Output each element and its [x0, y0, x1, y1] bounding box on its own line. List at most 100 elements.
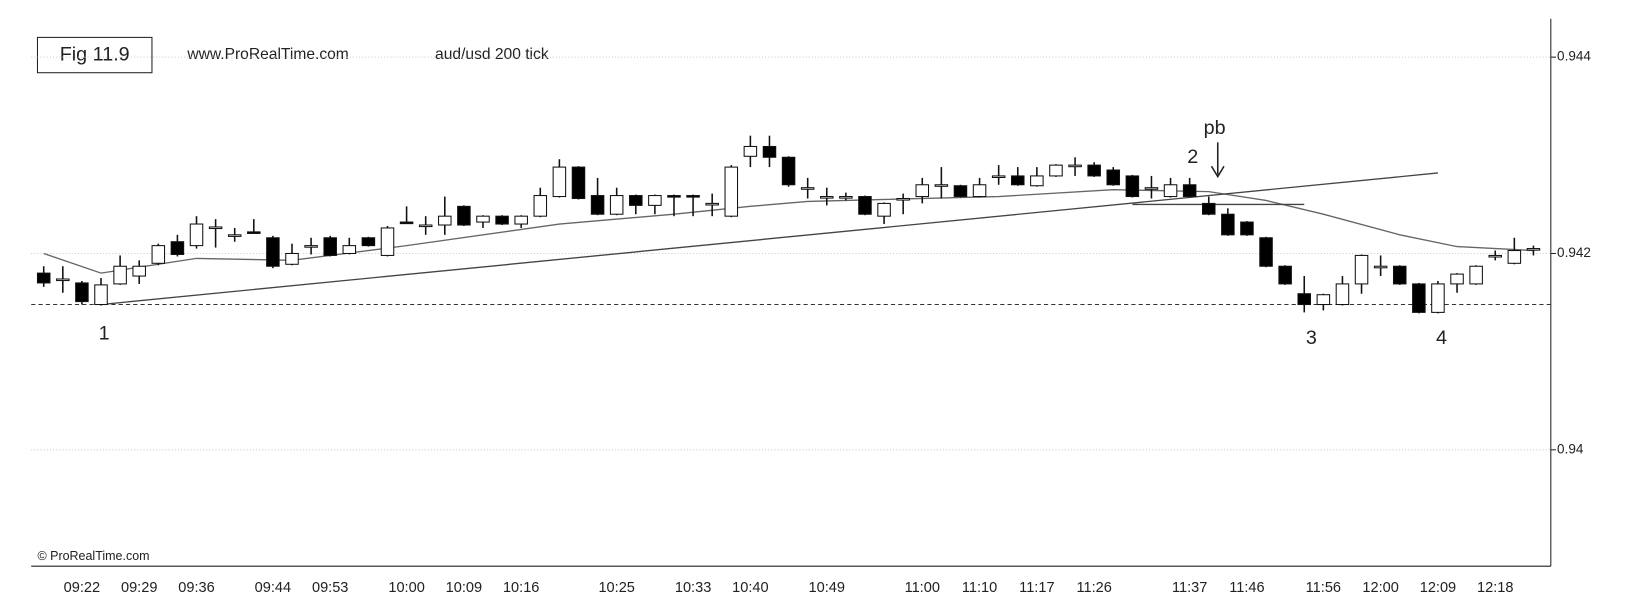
x-tick-label: 10:40 [732, 580, 768, 596]
x-tick-label: 11:56 [1306, 580, 1341, 596]
x-tick-label: 11:17 [1019, 580, 1054, 596]
candle-body [227, 234, 242, 237]
candle-body [94, 284, 108, 306]
candle-body [342, 245, 357, 254]
annotation: 2 [1187, 146, 1198, 168]
candle-body [399, 221, 414, 225]
candle-body [762, 145, 777, 158]
x-tick-label: 10:49 [809, 580, 845, 596]
candle-body [495, 215, 509, 225]
candle-body [1488, 254, 1503, 258]
candle-body [247, 231, 261, 234]
candle-body [476, 215, 490, 223]
x-tick-label: 12:18 [1477, 580, 1513, 596]
candle-body [972, 184, 987, 198]
footer: © ProRealTime.com [37, 549, 149, 563]
candle-body [934, 184, 949, 187]
annotation: pb [1204, 117, 1226, 139]
candle-body [1469, 265, 1483, 285]
arrow-head [1210, 165, 1225, 179]
candle-body [323, 237, 337, 256]
x-tick-label: 09:44 [255, 580, 291, 596]
overlay-line [100, 172, 1439, 306]
candle-body [1182, 184, 1197, 198]
x-tick-label: 10:25 [598, 580, 634, 596]
candle-body [1221, 213, 1235, 236]
candle-body [858, 196, 872, 215]
candle-body [514, 215, 528, 225]
candle-body [1240, 221, 1254, 236]
candle-body [609, 195, 624, 215]
candle-body [1259, 237, 1273, 267]
x-tick-label: 11:46 [1229, 580, 1264, 596]
candle-body [877, 202, 891, 217]
x-tick-label: 10:33 [675, 580, 711, 596]
candle-body [1278, 265, 1292, 285]
candle-body [1335, 283, 1350, 306]
candle-body [1373, 265, 1388, 269]
candle-body [1392, 265, 1407, 285]
x-tick-label: 11:37 [1172, 580, 1207, 596]
x-tick-label: 09:29 [121, 580, 157, 596]
candle-body [667, 195, 681, 198]
candle-body [170, 241, 185, 255]
candle-body [1201, 202, 1216, 215]
candle-body [781, 156, 796, 186]
chart-title: Fig 11.9 [60, 43, 130, 65]
annotation: 4 [1436, 327, 1447, 349]
x-tick-label: 10:16 [503, 580, 539, 596]
candle-body [1125, 175, 1140, 198]
y-tick-label: 0.942 [1557, 245, 1591, 260]
candle-body [304, 245, 318, 248]
candle-body [1030, 175, 1044, 187]
candle-body [896, 197, 910, 201]
instrument: aud/usd 200 tick [435, 46, 549, 63]
candle-body [724, 166, 739, 217]
candle-body [285, 252, 299, 265]
candle-body [839, 196, 853, 199]
x-tick-label: 10:00 [388, 580, 424, 596]
candle-body [1087, 164, 1101, 177]
x-tick-label: 09:36 [178, 580, 214, 596]
candle-body [1450, 273, 1464, 285]
candle-body [552, 166, 567, 198]
x-tick-label: 10:09 [446, 580, 482, 596]
x-tick-label: 12:09 [1420, 580, 1456, 596]
candle-body [800, 187, 815, 190]
candle-body [189, 223, 204, 247]
y-tick-label: 0.944 [1557, 49, 1591, 64]
candle-body [1297, 293, 1312, 306]
candle-body [1526, 248, 1541, 251]
candle-body [151, 245, 166, 264]
candle-body [1010, 175, 1025, 186]
candle-body [991, 175, 1006, 179]
candle-body [361, 237, 376, 247]
y-tick-label: 0.94 [1557, 441, 1584, 456]
x-tick-label: 12:00 [1362, 580, 1398, 596]
x-tick-label: 09:22 [64, 580, 100, 596]
annotation: 3 [1306, 327, 1317, 349]
candle-body [953, 185, 968, 198]
overlay-line [43, 188, 1534, 274]
x-tick-label: 11:00 [905, 580, 940, 596]
x-tick-label: 09:53 [312, 580, 348, 596]
candle-body [438, 215, 452, 226]
x-tick-label: 11:10 [962, 580, 997, 596]
candle-body [743, 145, 758, 157]
title-box [36, 36, 153, 74]
candle-body [915, 184, 930, 198]
candle-body [1412, 283, 1426, 313]
candle-body [380, 227, 395, 256]
candle-body [418, 224, 433, 228]
candle-body [1106, 169, 1121, 186]
candle-body [533, 195, 548, 217]
candle-body [1163, 184, 1178, 198]
candle-body [571, 166, 586, 200]
candle-body [113, 265, 127, 285]
candle-body [36, 272, 51, 284]
candle-body [457, 205, 471, 226]
candle-body [1507, 250, 1522, 264]
candle-body [56, 278, 70, 282]
